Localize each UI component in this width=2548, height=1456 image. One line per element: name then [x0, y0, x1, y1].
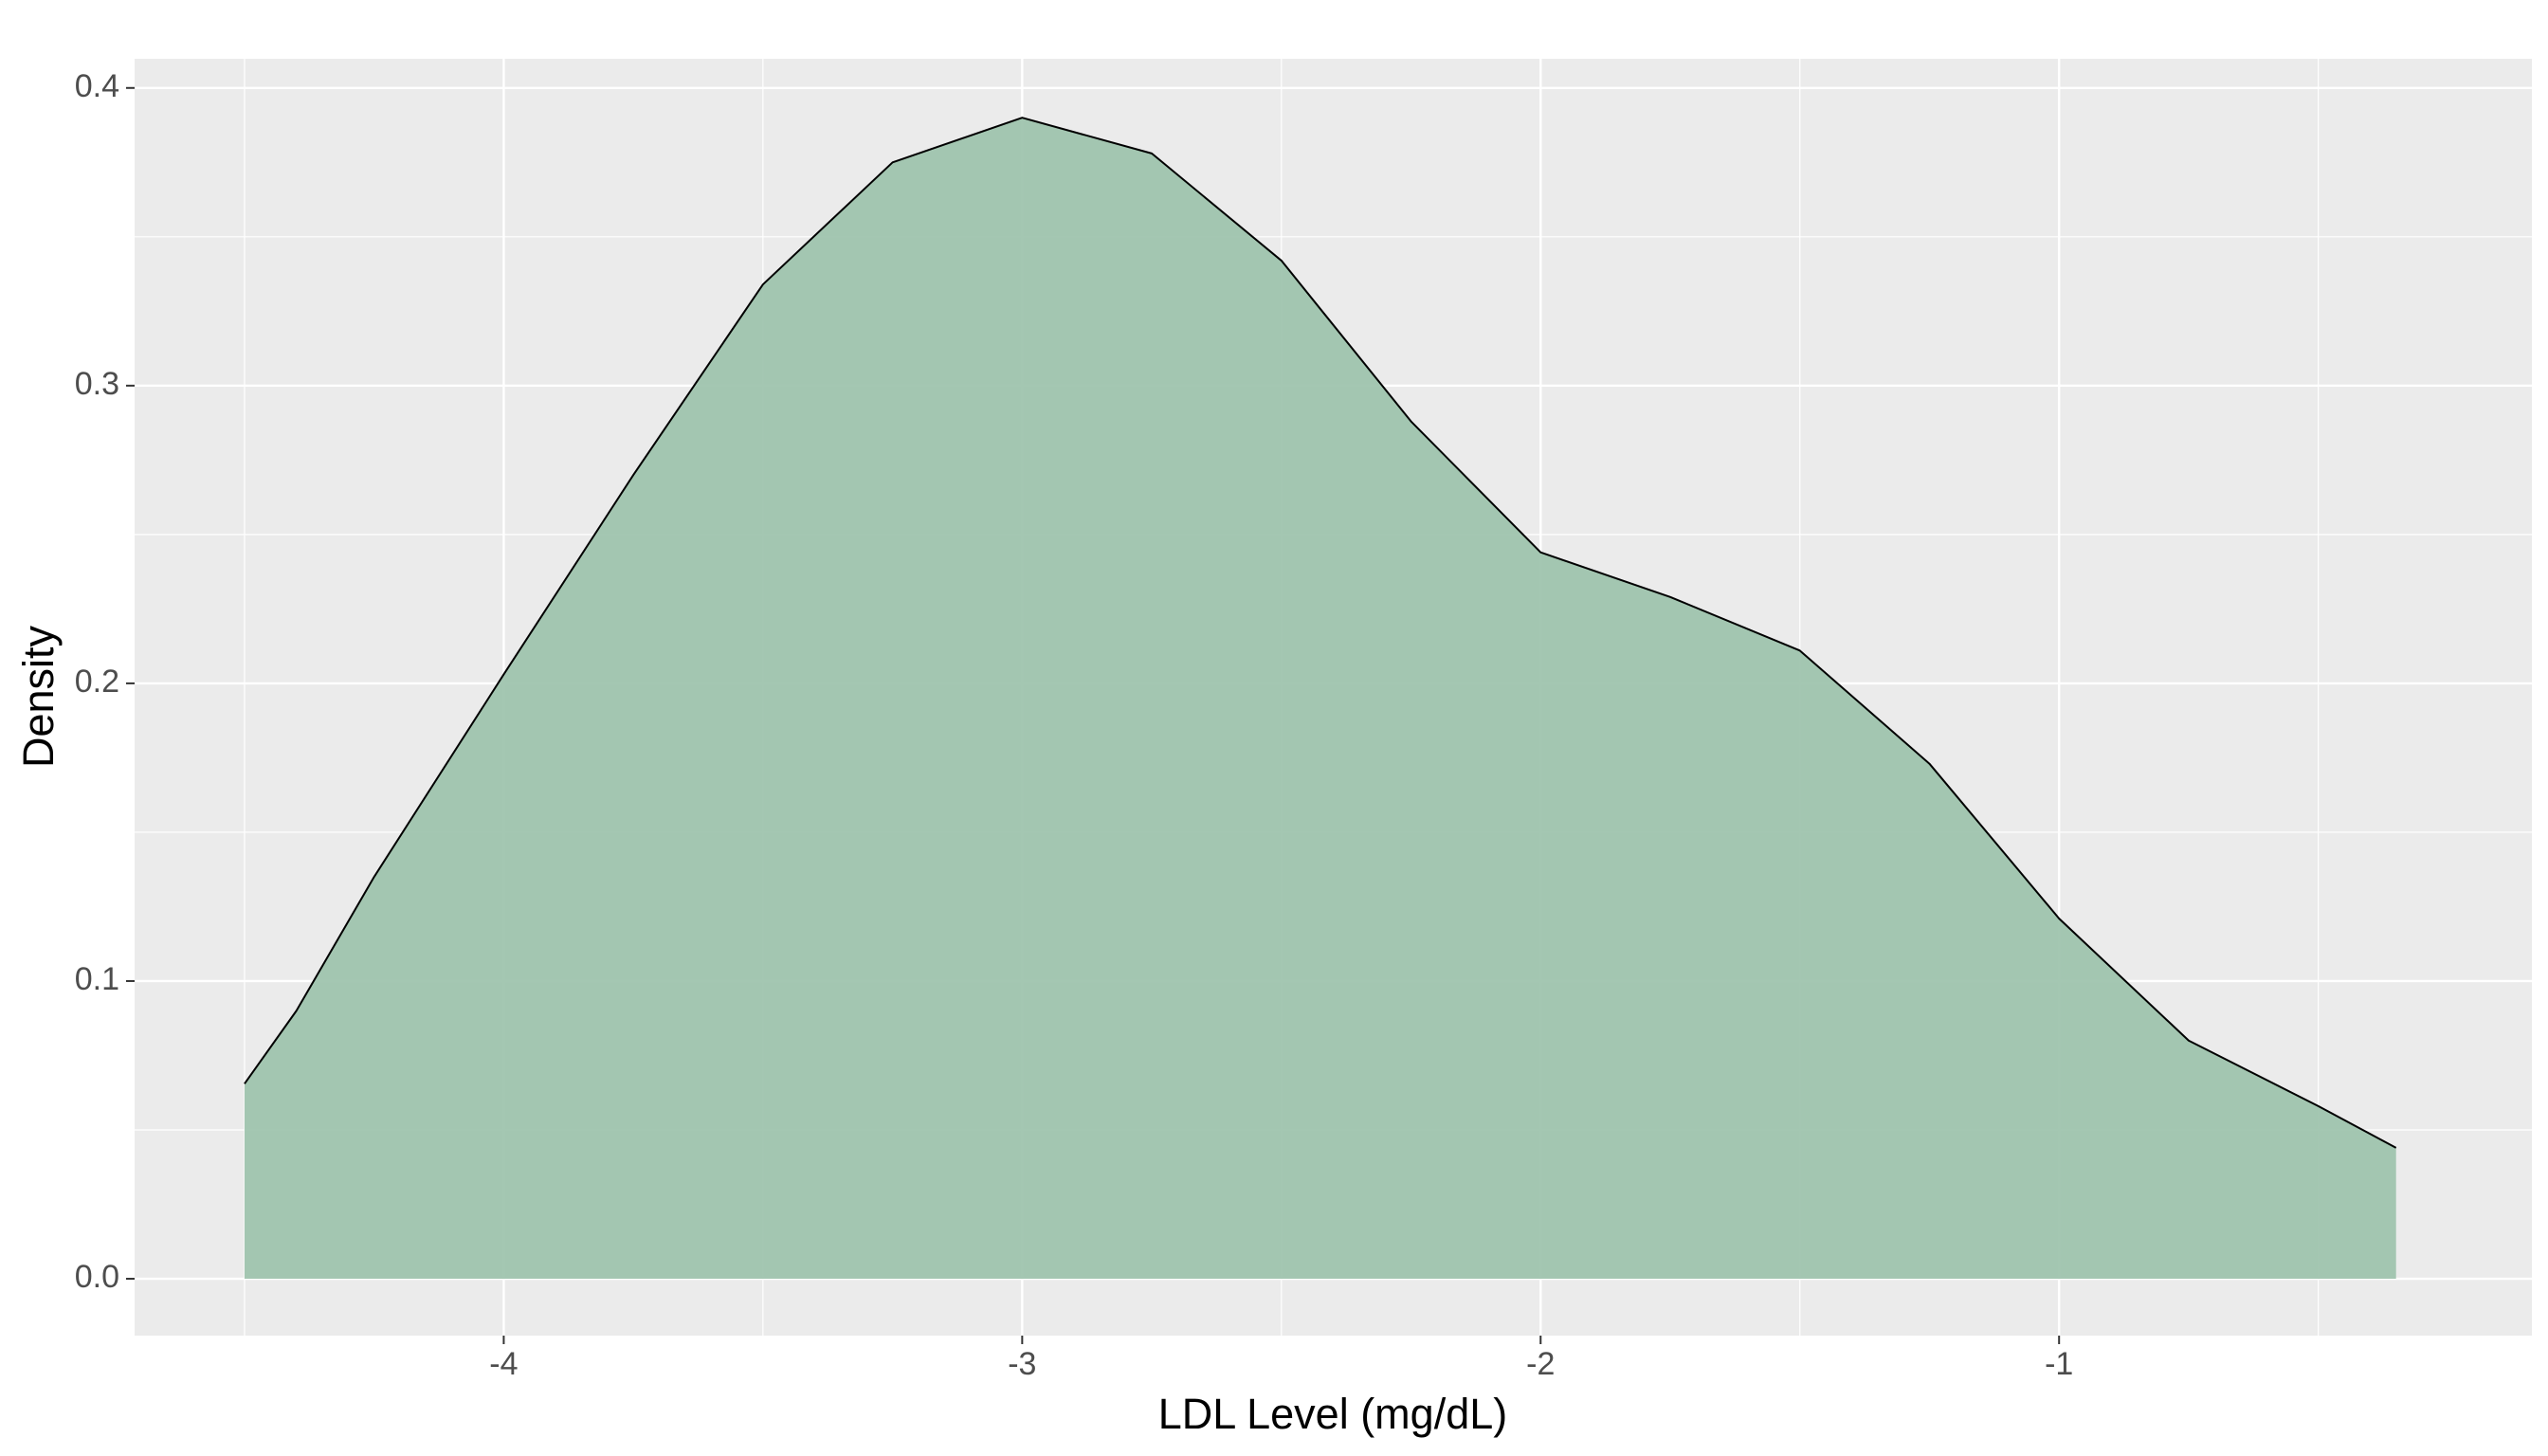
- x-tick-label: -1: [2045, 1346, 2073, 1382]
- x-tick-label: -2: [1526, 1346, 1555, 1382]
- y-tick-label: 0.1: [75, 961, 119, 997]
- y-tick-label: 0.4: [75, 68, 119, 104]
- y-tick-label: 0.3: [75, 366, 119, 402]
- x-tick-label: -4: [489, 1346, 518, 1382]
- y-axis-title: Density: [14, 625, 63, 768]
- density-area: [244, 118, 2396, 1280]
- y-tick-label: 0.2: [75, 664, 119, 700]
- x-tick-label: -3: [1008, 1346, 1036, 1382]
- density-line: [244, 117, 2397, 1149]
- y-tick-label: 0.0: [75, 1259, 119, 1295]
- x-axis-title: LDL Level (mg/dL): [1158, 1390, 1508, 1438]
